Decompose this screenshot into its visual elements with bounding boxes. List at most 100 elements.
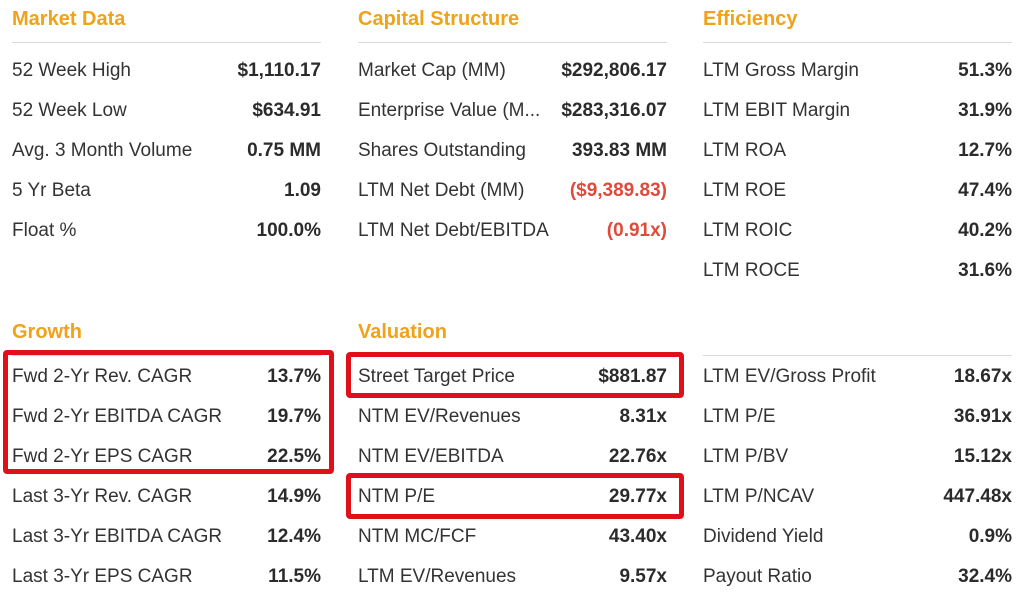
- metric-value: 15.12x: [953, 446, 1012, 467]
- metric-row-last-rev-cagr: Last 3-Yr Rev. CAGR 14.9%: [12, 477, 321, 517]
- metric-value: 40.2%: [958, 220, 1012, 241]
- metric-label: LTM EV/Revenues: [358, 566, 517, 587]
- metric-row-ntm-ev-revenues: NTM EV/Revenues 8.31x: [358, 397, 667, 437]
- section-divider: [703, 42, 1012, 43]
- metric-row-fwd-eps-cagr: Fwd 2-Yr EPS CAGR 22.5%: [12, 437, 321, 477]
- metric-label: Fwd 2-Yr Rev. CAGR: [12, 366, 193, 387]
- metric-row-shares-outstanding: Shares Outstanding 393.83 MM: [358, 131, 667, 171]
- metric-row-ntm-pe: NTM P/E 29.77x: [358, 477, 667, 517]
- metric-row-ebit-margin: LTM EBIT Margin 31.9%: [703, 91, 1012, 131]
- section-divider: [358, 355, 667, 356]
- metric-row-dividend-yield: Dividend Yield 0.9%: [703, 517, 1012, 557]
- metric-label: 5 Yr Beta: [12, 180, 91, 201]
- metric-label: LTM Gross Margin: [703, 60, 859, 81]
- metric-value: $283,316.07: [561, 100, 667, 121]
- metric-value: 19.7%: [267, 406, 321, 427]
- metric-value: 29.77x: [608, 486, 667, 507]
- metric-row-beta: 5 Yr Beta 1.09: [12, 171, 321, 211]
- metric-value: 32.4%: [958, 566, 1012, 587]
- metric-label: LTM Net Debt (MM): [358, 180, 525, 201]
- metric-value-negative: ($9,389.83): [569, 180, 667, 201]
- metric-row-52-week-low: 52 Week Low $634.91: [12, 91, 321, 131]
- metric-value: 14.9%: [267, 486, 321, 507]
- metric-label: LTM ROE: [703, 180, 787, 201]
- section-title-capital-structure: Capital Structure: [358, 8, 520, 30]
- metric-label: NTM MC/FCF: [358, 526, 477, 547]
- metric-value: 11.5%: [268, 566, 321, 587]
- metric-row-fwd-rev-cagr: Fwd 2-Yr Rev. CAGR 13.7%: [12, 357, 321, 397]
- metric-row-enterprise-value: Enterprise Value (M... $283,316.07: [358, 91, 667, 131]
- metric-row-street-target-price: Street Target Price $881.87: [358, 357, 667, 397]
- metric-value: $881.87: [598, 366, 667, 387]
- metric-label: LTM P/E: [703, 406, 776, 427]
- metric-value: 47.4%: [958, 180, 1012, 201]
- metric-label: LTM Net Debt/EBITDA: [358, 220, 549, 241]
- metric-label: LTM P/BV: [703, 446, 789, 467]
- metric-value-negative: (0.91x): [606, 220, 667, 241]
- metric-value: 0.75 MM: [247, 140, 321, 161]
- metric-label: Avg. 3 Month Volume: [12, 140, 193, 161]
- metric-row-gross-margin: LTM Gross Margin 51.3%: [703, 51, 1012, 91]
- metric-value: 8.31x: [619, 406, 667, 427]
- metric-label: Fwd 2-Yr EPS CAGR: [12, 446, 193, 467]
- metric-value: 1.09: [284, 180, 321, 201]
- metric-value: 22.5%: [267, 446, 321, 467]
- metric-value: 9.57x: [619, 566, 667, 587]
- metric-label: Enterprise Value (M...: [358, 100, 541, 121]
- metric-label: LTM ROA: [703, 140, 787, 161]
- metric-row-ltm-pbv: LTM P/BV 15.12x: [703, 437, 1012, 477]
- metric-row-ltm-pe: LTM P/E 36.91x: [703, 397, 1012, 437]
- metric-value: $1,110.17: [237, 60, 321, 81]
- metric-value: 393.83 MM: [571, 140, 667, 161]
- metric-value: 13.7%: [267, 366, 321, 387]
- metric-row-roic: LTM ROIC 40.2%: [703, 211, 1012, 251]
- metric-label: Last 3-Yr Rev. CAGR: [12, 486, 193, 507]
- metric-label: Float %: [12, 220, 77, 241]
- metric-label: LTM ROIC: [703, 220, 793, 241]
- section-title-market-data: Market Data: [12, 8, 126, 30]
- metric-row-ltm-ev-gross-profit: LTM EV/Gross Profit 18.67x: [703, 357, 1012, 397]
- metric-label: NTM EV/Revenues: [358, 406, 521, 427]
- section-title-valuation: Valuation: [358, 321, 447, 343]
- section-title-growth: Growth: [12, 321, 82, 343]
- metric-value: 18.67x: [953, 366, 1012, 387]
- metric-value: 31.9%: [958, 100, 1012, 121]
- metric-value: 12.7%: [958, 140, 1012, 161]
- section-divider: [12, 42, 321, 43]
- metric-label: Last 3-Yr EPS CAGR: [12, 566, 193, 587]
- metric-row-roe: LTM ROE 47.4%: [703, 171, 1012, 211]
- metric-label: Payout Ratio: [703, 566, 812, 587]
- metric-label: Shares Outstanding: [358, 140, 526, 161]
- section-divider: [12, 355, 321, 356]
- section-title-efficiency: Efficiency: [703, 8, 798, 30]
- section-divider: [703, 355, 1012, 356]
- metric-label: LTM ROCE: [703, 260, 800, 281]
- metric-label: 52 Week High: [12, 60, 131, 81]
- metric-row-market-cap: Market Cap (MM) $292,806.17: [358, 51, 667, 91]
- metric-row-fwd-ebitda-cagr: Fwd 2-Yr EBITDA CAGR 19.7%: [12, 397, 321, 437]
- metric-value: 447.48x: [943, 486, 1012, 507]
- metric-row-last-eps-cagr: Last 3-Yr EPS CAGR 11.5%: [12, 557, 321, 595]
- metric-label: Market Cap (MM): [358, 60, 506, 81]
- metric-label: Fwd 2-Yr EBITDA CAGR: [12, 406, 223, 427]
- section-divider: [358, 42, 667, 43]
- metric-label: LTM EV/Gross Profit: [703, 366, 876, 387]
- metric-row-avg-volume: Avg. 3 Month Volume 0.75 MM: [12, 131, 321, 171]
- metric-value: 22.76x: [608, 446, 667, 467]
- metric-label: NTM EV/EBITDA: [358, 446, 504, 467]
- metric-value: $292,806.17: [561, 60, 667, 81]
- metric-row-last-ebitda-cagr: Last 3-Yr EBITDA CAGR 12.4%: [12, 517, 321, 557]
- metric-row-net-debt: LTM Net Debt (MM) ($9,389.83): [358, 171, 667, 211]
- metric-label: Street Target Price: [358, 366, 516, 387]
- metric-row-52-week-high: 52 Week High $1,110.17: [12, 51, 321, 91]
- metric-value: 12.4%: [267, 526, 321, 547]
- metric-value: 100.0%: [256, 220, 321, 241]
- metric-row-float: Float % 100.0%: [12, 211, 321, 251]
- metric-row-ntm-ev-ebitda: NTM EV/EBITDA 22.76x: [358, 437, 667, 477]
- metric-value: $634.91: [252, 100, 321, 121]
- metric-label: LTM P/NCAV: [703, 486, 815, 507]
- metric-value: 36.91x: [953, 406, 1012, 427]
- metric-label: Last 3-Yr EBITDA CAGR: [12, 526, 223, 547]
- metric-row-roce: LTM ROCE 31.6%: [703, 251, 1012, 291]
- metric-value: 43.40x: [608, 526, 667, 547]
